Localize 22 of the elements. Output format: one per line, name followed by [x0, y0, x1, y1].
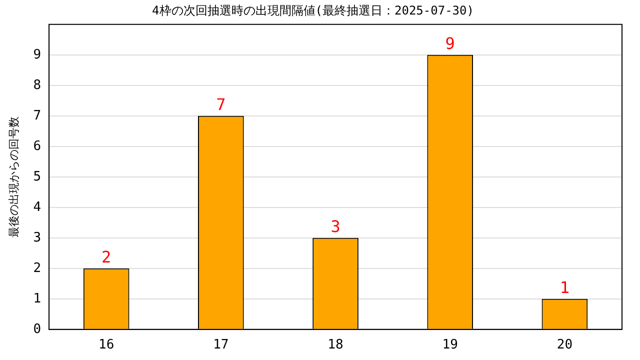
chart-title: 4枠の次回抽選時の出現間隔値(最終抽選日：2025-07-30) — [152, 3, 474, 18]
x-tick-label: 18 — [328, 338, 344, 353]
data-label: 1 — [560, 278, 570, 298]
y-tick-label: 8 — [33, 78, 42, 93]
y-tick-label: 6 — [33, 138, 42, 154]
y-tick-label: 4 — [33, 200, 42, 215]
data-label: 3 — [330, 217, 340, 236]
x-tick-label: 16 — [98, 338, 114, 353]
y-tick-label: 7 — [33, 108, 42, 124]
data-label: 9 — [445, 34, 455, 54]
data-label: 7 — [216, 95, 226, 114]
y-tick-label: 0 — [33, 322, 42, 337]
x-tick-label: 17 — [213, 338, 229, 353]
x-tick-label: 19 — [442, 338, 458, 353]
y-tick-label: 9 — [33, 47, 42, 62]
y-tick-label: 5 — [33, 169, 42, 184]
y-tick-label: 3 — [33, 230, 42, 246]
y-axis-title: 最後の出現からの回号数 — [7, 116, 20, 238]
data-label: 2 — [102, 248, 112, 267]
x-tick-label: 20 — [556, 338, 573, 353]
y-tick-label: 2 — [33, 260, 42, 276]
y-tick-label: 1 — [33, 291, 42, 306]
